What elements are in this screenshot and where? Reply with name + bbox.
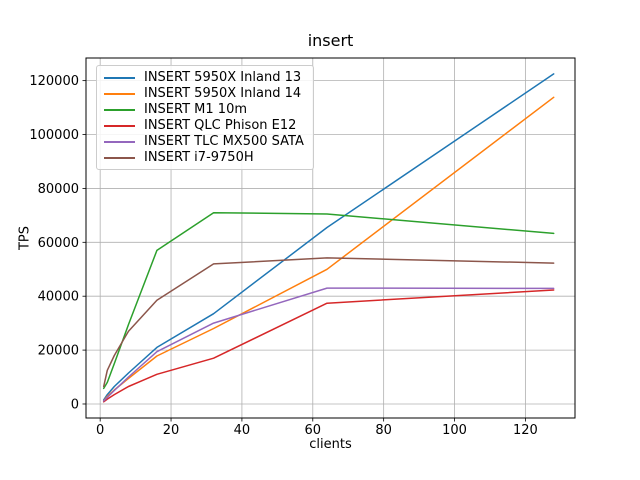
- legend-item: INSERT M1 10m: [104, 102, 304, 117]
- x-tick-label: 60: [305, 423, 322, 438]
- x-tick-label: 40: [234, 423, 251, 438]
- legend-line-swatch: [104, 108, 135, 111]
- x-tick-label: 120: [513, 423, 538, 438]
- legend-item-label: INSERT M1 10m: [144, 102, 248, 117]
- plot-frame: [85, 57, 576, 419]
- x-tick-label: 0: [96, 423, 104, 438]
- y-tick-label: 120000: [29, 74, 79, 89]
- x-tick-label: 80: [375, 423, 392, 438]
- legend-item-label: INSERT TLC MX500 SATA: [144, 134, 304, 149]
- series-line: [102, 211, 555, 390]
- legend-line-swatch: [104, 156, 135, 159]
- y-axis-label: TPS: [17, 225, 33, 251]
- legend: INSERT 5950X Inland 13 INSERT 5950X Inlan…: [96, 65, 314, 170]
- series-line: [102, 289, 555, 403]
- y-tick-label: 20000: [38, 344, 79, 359]
- legend-item: INSERT 5950X Inland 13: [104, 70, 304, 85]
- legend-line-swatch: [104, 92, 135, 95]
- chart-title: insert: [307, 31, 354, 50]
- x-tick-label: 20: [163, 423, 180, 438]
- legend-item: INSERT i7-9750H: [104, 150, 304, 165]
- legend-item: INSERT 5950X Inland 14: [104, 86, 304, 101]
- legend-item: INSERT QLC Phison E12: [104, 118, 304, 133]
- y-tick-label: 0: [71, 397, 79, 412]
- legend-line-swatch: [104, 140, 135, 143]
- legend-item-label: INSERT i7-9750H: [144, 150, 254, 165]
- series-line: [102, 287, 555, 402]
- y-tick-label: 100000: [29, 128, 79, 143]
- series-line: [102, 73, 555, 401]
- series-line: [102, 257, 555, 388]
- legend-item-label: INSERT 5950X Inland 14: [144, 86, 302, 101]
- legend-line-swatch: [104, 76, 135, 79]
- y-tick-label: 80000: [38, 182, 79, 197]
- legend-item-label: INSERT QLC Phison E12: [144, 118, 297, 133]
- x-axis-label: clients: [309, 437, 352, 452]
- x-tick-label: 100: [442, 423, 467, 438]
- legend-item: INSERT TLC MX500 SATA: [104, 134, 304, 149]
- y-tick-label: 60000: [38, 236, 79, 251]
- legend-line-swatch: [104, 124, 135, 127]
- y-tick-label: 40000: [38, 290, 79, 305]
- legend-item-label: INSERT 5950X Inland 13: [144, 70, 302, 85]
